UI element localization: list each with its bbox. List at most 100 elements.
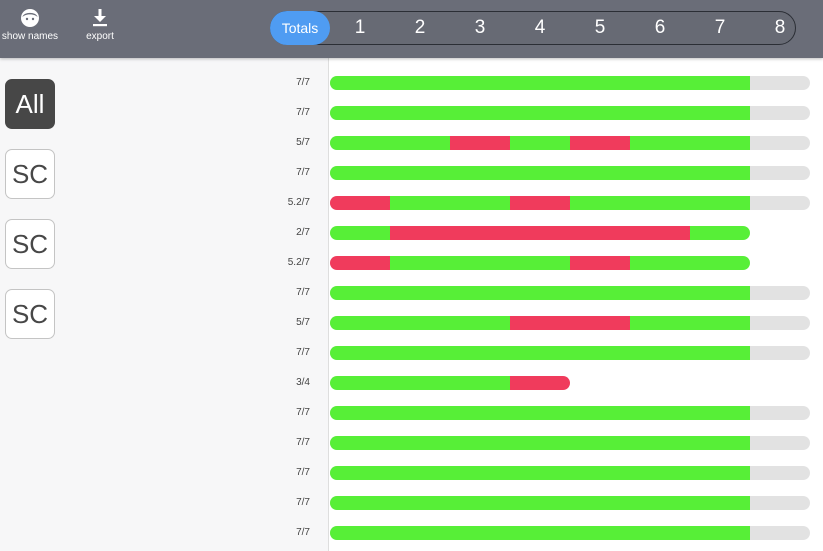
pass-segment <box>630 526 690 540</box>
fail-segment <box>570 226 630 240</box>
row-score: 7/7 <box>296 497 310 508</box>
pass-segment <box>510 496 570 510</box>
tab-question-2[interactable]: 2 <box>414 17 426 38</box>
pass-segment <box>330 316 390 330</box>
fail-segment <box>570 316 630 330</box>
pass-segment <box>450 76 510 90</box>
pass-segment <box>570 526 630 540</box>
pass-segment <box>690 196 750 210</box>
pass-segment <box>330 166 390 180</box>
fail-segment <box>330 196 390 210</box>
row-score: 5.2/7 <box>287 257 310 268</box>
pass-segment <box>390 286 450 300</box>
fail-segment <box>570 136 630 150</box>
result-bar[interactable] <box>330 406 810 420</box>
result-bar[interactable] <box>330 526 810 540</box>
pass-segment <box>450 166 510 180</box>
pass-segment <box>630 346 690 360</box>
pass-segment <box>390 436 450 450</box>
pass-segment <box>390 256 450 270</box>
pass-segment <box>390 376 450 390</box>
pass-segment <box>390 526 450 540</box>
filter-group-button[interactable]: SC <box>5 149 55 199</box>
result-bar[interactable] <box>330 226 750 240</box>
pass-segment <box>510 466 570 480</box>
pass-segment <box>630 136 690 150</box>
tab-question-4[interactable]: 4 <box>534 17 546 38</box>
show-names-button[interactable]: show names <box>0 8 60 42</box>
tab-question-6[interactable]: 6 <box>654 17 666 38</box>
pass-segment <box>690 496 750 510</box>
filter-group-button[interactable]: SC <box>5 289 55 339</box>
result-bar[interactable] <box>330 316 810 330</box>
pass-segment <box>330 106 390 120</box>
pass-segment <box>330 436 390 450</box>
pass-segment <box>450 376 510 390</box>
result-bar[interactable] <box>330 196 810 210</box>
pass-segment <box>330 376 390 390</box>
pass-segment <box>570 346 630 360</box>
tab-question-3[interactable]: 3 <box>474 17 486 38</box>
filter-all-button[interactable]: All <box>5 79 55 129</box>
pass-segment <box>450 466 510 480</box>
pass-segment <box>390 106 450 120</box>
pass-segment <box>330 526 390 540</box>
pass-segment <box>570 76 630 90</box>
filter-group-button[interactable]: SC <box>5 219 55 269</box>
pass-segment <box>330 76 390 90</box>
tab-totals[interactable]: Totals <box>270 11 330 45</box>
fail-segment <box>510 316 570 330</box>
pass-segment <box>450 436 510 450</box>
tab-question-7[interactable]: 7 <box>714 17 726 38</box>
pass-segment <box>690 316 750 330</box>
pass-segment <box>450 526 510 540</box>
tab-question-1[interactable]: 1 <box>354 17 366 38</box>
pass-segment <box>330 286 390 300</box>
pass-segment <box>390 466 450 480</box>
result-bar[interactable] <box>330 256 750 270</box>
export-button[interactable]: export <box>80 8 120 42</box>
result-bar[interactable] <box>330 496 810 510</box>
pass-segment <box>690 166 750 180</box>
fail-segment <box>330 256 390 270</box>
pass-segment <box>630 106 690 120</box>
result-bar[interactable] <box>330 106 810 120</box>
result-bar[interactable] <box>330 76 810 90</box>
pass-segment <box>690 286 750 300</box>
pass-segment <box>570 286 630 300</box>
row-score: 7/7 <box>296 347 310 358</box>
pass-segment <box>390 196 450 210</box>
pass-segment <box>630 406 690 420</box>
pass-segment <box>390 316 450 330</box>
result-bar[interactable] <box>330 166 810 180</box>
pass-segment <box>690 466 750 480</box>
fail-segment <box>630 226 690 240</box>
face-icon <box>21 9 39 27</box>
pass-segment <box>630 436 690 450</box>
result-bar[interactable] <box>330 136 810 150</box>
pass-segment <box>510 286 570 300</box>
tab-question-5[interactable]: 5 <box>594 17 606 38</box>
result-bar[interactable] <box>330 286 810 300</box>
result-bar[interactable] <box>330 346 810 360</box>
pass-segment <box>510 256 570 270</box>
pass-segment <box>390 166 450 180</box>
pass-segment <box>630 166 690 180</box>
result-bar[interactable] <box>330 376 570 390</box>
row-score: 5.2/7 <box>287 197 310 208</box>
pass-segment <box>390 76 450 90</box>
pass-segment <box>330 136 390 150</box>
pass-segment <box>390 136 450 150</box>
tab-question-8[interactable]: 8 <box>774 17 786 38</box>
export-label: export <box>86 31 114 42</box>
result-bar[interactable] <box>330 466 810 480</box>
row-score: 5/7 <box>296 317 310 328</box>
pass-segment <box>330 226 390 240</box>
fail-segment <box>510 196 570 210</box>
result-bar[interactable] <box>330 436 810 450</box>
fail-segment <box>450 226 510 240</box>
pass-segment <box>630 466 690 480</box>
pass-segment <box>450 346 510 360</box>
pass-segment <box>630 496 690 510</box>
